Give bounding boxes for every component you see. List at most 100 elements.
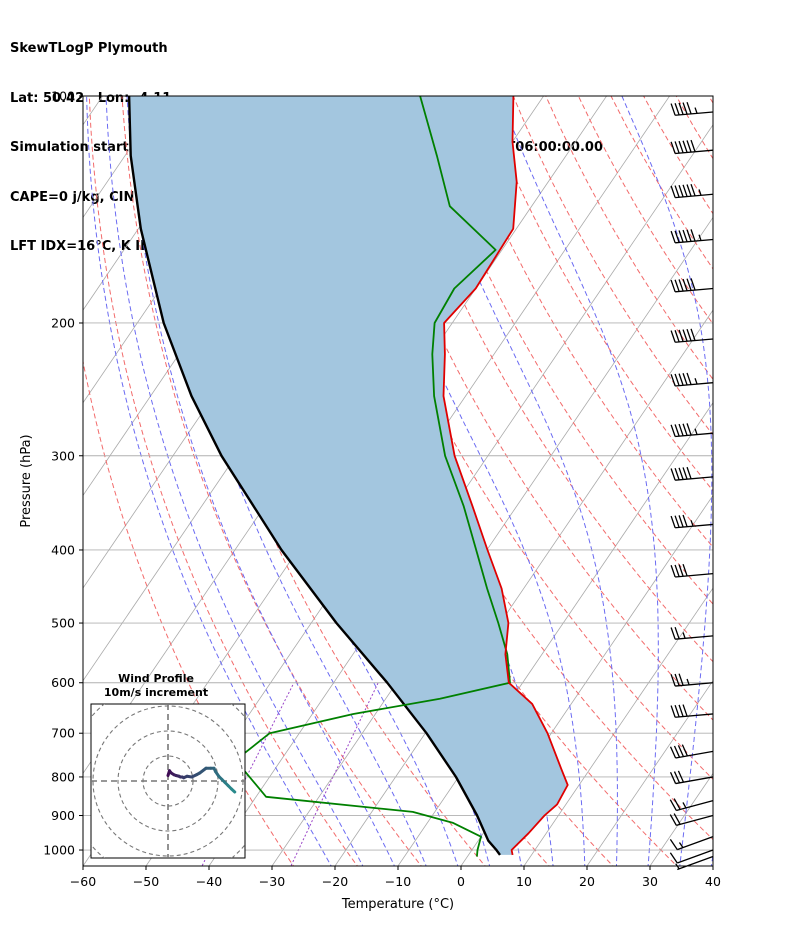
title-line-station: SkewTLogP Plymouth: [10, 41, 168, 56]
wind-barb: [669, 836, 714, 851]
wind-barb-feather: [678, 102, 684, 115]
wind-barb-feather: [682, 423, 688, 436]
wind-barb-feather: [678, 467, 684, 480]
dry-adiabat-line: [414, 96, 713, 605]
wind-barb-half-feather: [694, 107, 698, 114]
x-tick-label: −20: [322, 874, 348, 889]
isotherm-line: [271, 216, 713, 866]
wind-barb-feather: [674, 330, 680, 343]
wind-barb-feather: [686, 101, 692, 115]
x-tick-label: 0: [457, 874, 465, 889]
wind-barb-feather: [670, 185, 676, 198]
x-tick-label: 40: [705, 874, 721, 889]
mixing-ratio-line: [290, 682, 379, 866]
wind-barb-feather: [682, 467, 688, 480]
moist-adiabat-line: [86, 96, 332, 866]
wind-barb-staff: [675, 149, 714, 155]
wind-barb-feather: [682, 184, 688, 197]
hodograph-subtitle: 10m/s increment: [104, 686, 208, 699]
wind-barb-half-feather: [694, 428, 698, 435]
dry-adiabat-line: [545, 96, 713, 381]
wind-barb-feather: [686, 140, 692, 153]
wind-barb: [670, 372, 714, 387]
dry-adiabat-line: [643, 96, 713, 215]
wind-barb-feather: [682, 329, 688, 342]
wind-barb-staff: [677, 855, 714, 871]
moist-adiabat-line: [338, 96, 586, 866]
wind-barb-feather: [678, 673, 684, 686]
wind-barb-feather: [669, 771, 677, 784]
wind-barb-staff: [675, 287, 714, 293]
x-tick-label: −50: [133, 874, 159, 889]
wind-barb-feather: [670, 565, 676, 578]
wind-barb: [670, 564, 714, 578]
wind-barb-half-feather: [698, 189, 702, 196]
wind-barb-feather: [669, 746, 677, 759]
wind-barb-feather: [674, 103, 680, 116]
wind-barb-feather: [686, 372, 692, 385]
wind-barb-staff: [675, 713, 714, 718]
dry-adiabat-line: [447, 96, 713, 548]
dry-adiabat-line: [512, 96, 713, 436]
wind-barb-feather: [674, 626, 680, 640]
wind-barb-staff: [677, 836, 714, 851]
hodograph-plot: [91, 704, 245, 858]
wind-barb-feather: [682, 140, 688, 153]
wind-barb-feather: [690, 328, 696, 341]
moist-adiabat-line: [621, 96, 713, 866]
wind-barb-staff: [675, 338, 714, 343]
wind-barb: [670, 704, 714, 718]
wind-barb-feather: [690, 229, 696, 242]
dry-adiabat-line: [83, 358, 295, 866]
wind-barb-staff: [675, 682, 714, 687]
wind-barb: [670, 673, 714, 687]
isotherm-line: [649, 772, 713, 866]
wind-barb-half-feather: [698, 234, 702, 241]
wind-barb-feather: [677, 745, 685, 757]
wind-barb: [669, 744, 714, 759]
y-tick-label: 900: [51, 808, 75, 823]
x-tick-label: −10: [385, 874, 411, 889]
wind-barb-feather: [690, 139, 696, 152]
y-tick-label: 100: [51, 89, 75, 104]
wind-barb-feather: [669, 799, 677, 811]
wind-barb: [670, 328, 714, 343]
wind-barb-feather: [678, 279, 684, 292]
wind-barb: [669, 849, 714, 864]
profiles: [127, 96, 569, 857]
wind-barb: [669, 798, 714, 812]
wind-barb-feather: [670, 627, 676, 640]
parcel-line: [127, 96, 501, 856]
y-tick-label: 300: [51, 448, 75, 463]
wind-barb: [670, 626, 714, 640]
wind-barb-feather: [678, 230, 684, 243]
wind-barb-feather: [682, 229, 688, 242]
isotherm-line: [523, 587, 713, 866]
wind-barb: [670, 183, 714, 199]
wind-barb-feather: [682, 704, 688, 717]
wind-barb-staff: [675, 476, 714, 481]
wind-barb-feather: [681, 744, 688, 757]
wind-barb-feather: [690, 278, 696, 291]
wind-barb-feather: [669, 852, 678, 864]
wind-barb-feather: [674, 705, 680, 718]
y-axis-title: Pressure (hPa): [19, 434, 34, 527]
wind-barb-feather: [674, 373, 680, 386]
hodograph-ring: [117, 730, 219, 832]
wind-barb-feather: [678, 140, 684, 154]
wind-barb-staff: [676, 800, 714, 812]
wind-barb: [675, 855, 714, 871]
wind-barb-feather: [678, 564, 684, 577]
wind-barb-feather: [670, 705, 676, 718]
x-tick-label: −40: [196, 874, 222, 889]
y-tick-label: 700: [51, 726, 75, 741]
wind-barb-feather: [674, 141, 680, 154]
wind-barb-feather: [678, 329, 684, 342]
x-tick-label: −30: [259, 874, 285, 889]
wind-barb-half-feather: [694, 378, 698, 385]
wind-barb-feather: [673, 798, 681, 810]
dry-adiabat-line: [154, 96, 486, 866]
wind-barb-feather: [670, 103, 676, 116]
wind-barb: [670, 278, 714, 293]
